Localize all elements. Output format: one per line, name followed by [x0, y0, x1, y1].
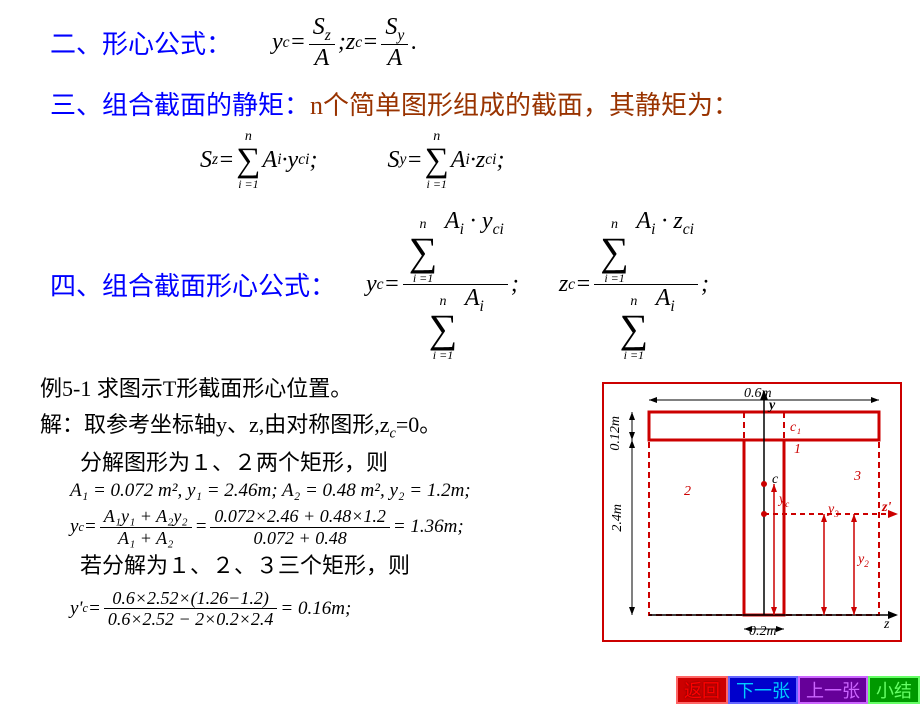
diagram-yc: yc: [779, 492, 789, 509]
diagram-top-dim: 0.6m: [744, 386, 772, 402]
diagram-zprime: z': [882, 500, 891, 516]
diagram-c: c: [772, 472, 778, 488]
centroid-formula: yc = Sz A ; zc = Sy A .: [272, 14, 417, 71]
nav-summary-button[interactable]: 小结: [868, 676, 920, 704]
diagram-bottom-dim: 0.2m: [749, 624, 777, 640]
diagram-region-3: 3: [854, 469, 861, 485]
nav-back-button[interactable]: 返回: [676, 676, 728, 704]
sy-sum-formula: Sy = n ∑ i =1 Ai · zci ;: [387, 130, 504, 190]
diagram-region-1: 1: [794, 442, 801, 458]
diagram-z-axis: z: [884, 617, 889, 633]
section-2-heading: 二、形心公式：: [50, 24, 232, 61]
nav-prev-button[interactable]: 上一张: [798, 676, 868, 704]
diagram-left-dim-top: 0.12m: [608, 416, 624, 451]
section-3-heading: 三、组合截面的静矩：: [50, 85, 310, 122]
diagram-left-dim-bottom: 2.4m: [610, 504, 626, 532]
sz-sum-formula: Sz = n ∑ i =1 Ai · yci ;: [200, 130, 317, 190]
t-section-diagram: 0.6m 0.12m 2.4m 0.2m y z z' c c₁ yc y2 y…: [602, 382, 902, 642]
yc-composite-formula: yc = n ∑ i =1 Ai · yci n ∑ i =1: [366, 208, 519, 361]
section-4-heading: 四、组合截面形心公式：: [50, 266, 336, 303]
nav-bar: 返回 下一张 上一张 小结: [676, 676, 920, 704]
section-3-desc: n个简单图形组成的截面，其静矩为：: [310, 85, 739, 122]
diagram-y2: y2: [858, 552, 869, 569]
diagram-y-axis: y: [769, 398, 775, 414]
diagram-y3: y3: [828, 502, 839, 519]
diagram-region-2: 2: [684, 484, 691, 500]
zc-composite-formula: zc = n ∑ i =1 Ai · zci n ∑ i =1: [559, 208, 709, 361]
nav-next-button[interactable]: 下一张: [728, 676, 798, 704]
diagram-c1: c₁: [790, 420, 801, 436]
